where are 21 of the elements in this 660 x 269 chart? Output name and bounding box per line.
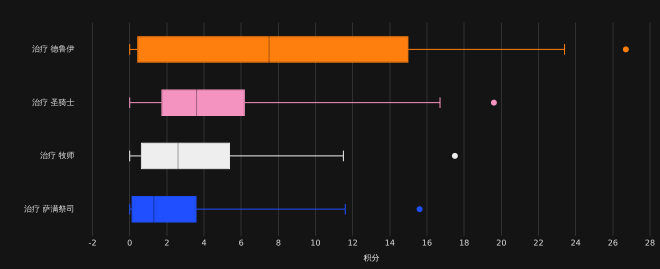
x-tick-label: 6 — [238, 238, 244, 248]
x-tick-label: 14 — [384, 238, 395, 248]
x-tick-label: 16 — [422, 238, 432, 248]
x-tick-label: 10 — [310, 238, 321, 248]
x-tick-label: 26 — [608, 238, 618, 248]
x-tick-label: 12 — [348, 238, 358, 248]
y-tick-label: 治疗 萨满祭司 — [24, 204, 75, 214]
y-tick-label: 治疗 牧师 — [40, 151, 75, 160]
x-tick-label: 24 — [570, 238, 581, 248]
x-tick-label: 22 — [533, 238, 544, 248]
x-tick-label: 4 — [201, 238, 207, 248]
y-tick-label: 治疗 德鲁伊 — [32, 44, 75, 54]
x-tick-label: 28 — [644, 238, 656, 248]
x-tick-label: 20 — [496, 238, 506, 248]
x-tick-label: -2 — [88, 238, 97, 248]
x-tick-label: 0 — [127, 238, 132, 248]
x-tick-label: 8 — [276, 238, 281, 248]
x-tick-label: 2 — [164, 238, 170, 248]
x-axis-title: 积分 — [363, 253, 380, 262]
x-tick-label: 18 — [459, 238, 470, 248]
y-tick-label: 治疗 圣骑士 — [32, 98, 75, 107]
